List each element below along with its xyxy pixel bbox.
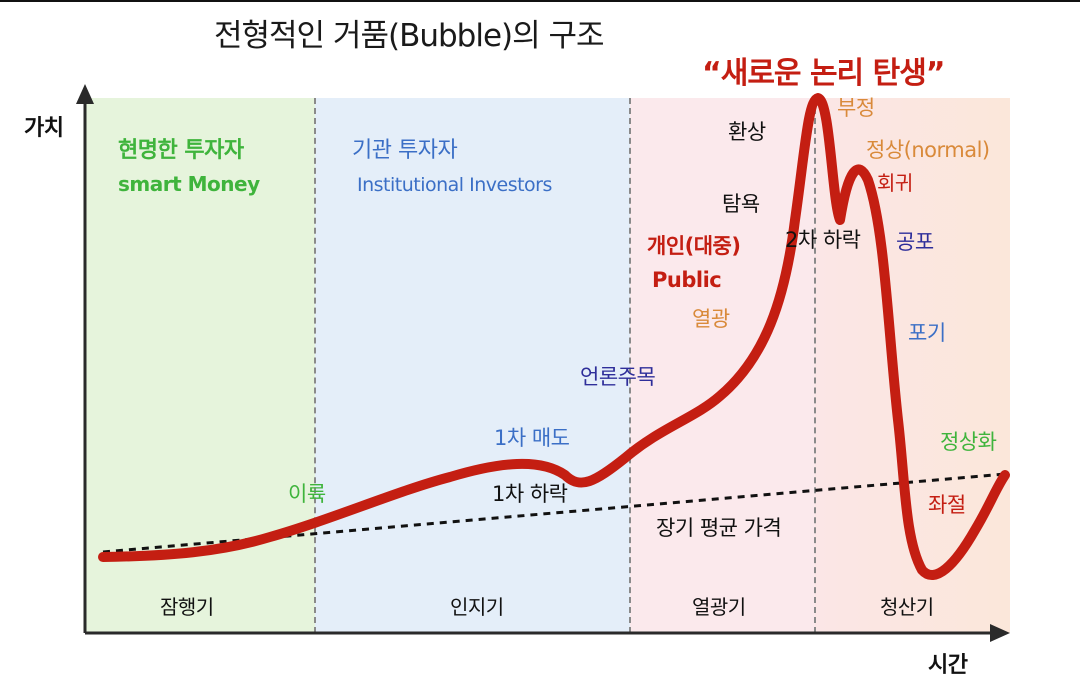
institutional-kor-label: 기관 투자자 <box>352 138 458 163</box>
y-axis-label: 가치 <box>24 116 64 141</box>
phase-label-blowoff: 청산기 <box>880 595 934 619</box>
greed-annotation: 탐욕 <box>722 192 760 216</box>
phase-divider-3 <box>814 98 816 633</box>
frenzy-annotation: 열광 <box>692 307 730 331</box>
second-drop-annotation: 2차 하락 <box>785 228 861 252</box>
media-attention-annotation: 언론주목 <box>580 365 656 389</box>
normalize-annotation: 정상화 <box>940 430 997 454</box>
takeoff-annotation: 이륙 <box>288 482 326 506</box>
institutional-eng-label: Institutional Investors <box>357 174 552 196</box>
x-axis-arrow <box>990 624 1010 642</box>
bubble-curve <box>98 93 1010 580</box>
y-axis-arrow <box>76 84 94 104</box>
phase-label-stealth: 잠행기 <box>160 595 214 619</box>
smart-money-eng-label: smart Money <box>118 172 260 196</box>
public-eng-label: Public <box>652 268 722 292</box>
top-border-line <box>0 0 1080 2</box>
diagram-title: 전형적인 거품(Bubble)의 구조 <box>214 18 605 54</box>
phase-label-awareness: 인지기 <box>450 595 504 619</box>
despair-annotation: 좌절 <box>928 493 966 517</box>
fear-annotation: 공포 <box>896 230 934 254</box>
phase-label-mania: 열광기 <box>692 595 746 619</box>
first-drop-annotation: 1차 하락 <box>492 482 568 506</box>
new-paradigm-headline: “새로운 논리 탄생” <box>702 56 946 91</box>
return-annotation: 회귀 <box>877 171 913 195</box>
awareness-phase-zone <box>315 98 630 633</box>
phase-divider-1 <box>314 98 316 633</box>
giving-up-annotation: 포기 <box>908 321 946 345</box>
mania-phase-zone <box>630 98 815 633</box>
phase-divider-2 <box>629 98 631 633</box>
long-term-average-line <box>102 472 1006 554</box>
illusion-annotation: 환상 <box>728 120 766 144</box>
public-kor-label: 개인(대중) <box>647 234 741 258</box>
denial-annotation: 부정 <box>837 96 875 120</box>
normal-annotation: 정상(normal) <box>866 138 990 162</box>
x-axis-label: 시간 <box>928 653 968 678</box>
long-term-average-label: 장기 평균 가격 <box>656 516 782 540</box>
smart-money-kor-label: 현명한 투자자 <box>118 138 244 163</box>
first-sell-annotation: 1차 매도 <box>494 426 570 450</box>
